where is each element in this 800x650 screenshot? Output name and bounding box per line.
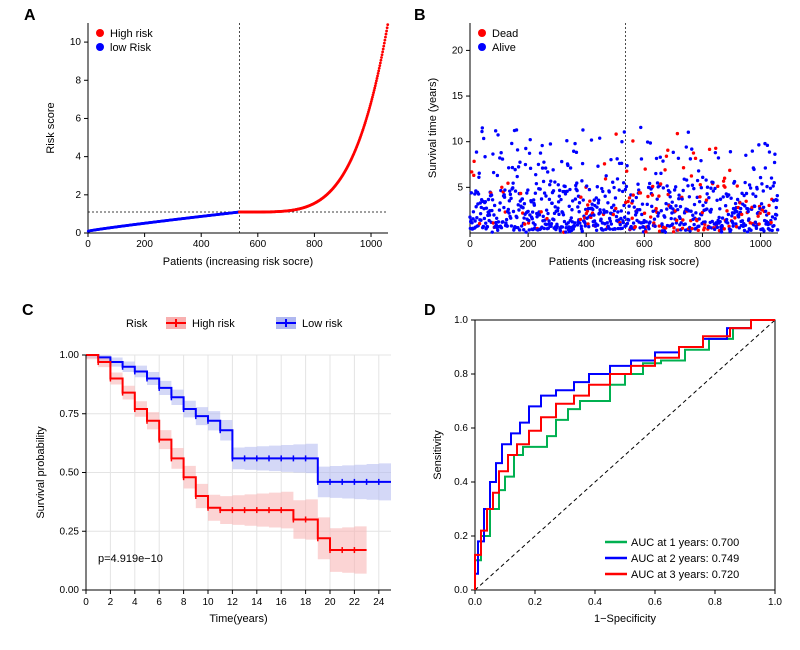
- svg-text:Alive: Alive: [492, 42, 516, 54]
- svg-text:0.2: 0.2: [528, 597, 542, 608]
- panel-label: C: [22, 302, 34, 320]
- svg-text:800: 800: [306, 239, 323, 250]
- risk-score-plot: 0 200 400 600 800 1000 0 2 4 6 8 10 Patients (increa…: [20, 5, 400, 275]
- svg-text:AUC at 3 years: 0.720: AUC at 3 years: 0.720: [631, 569, 739, 581]
- svg-text:0.4: 0.4: [454, 477, 468, 488]
- svg-text:1.00: 1.00: [60, 350, 80, 361]
- svg-text:20: 20: [452, 45, 464, 56]
- svg-text:Survival probability: Survival probability: [35, 426, 47, 519]
- svg-text:2: 2: [75, 190, 81, 201]
- roc-plot: 0.0 0.2 0.4 0.6 0.8 1.0 0.0 0.2 0.4 0.6 0.8 1.0 1−Sp…: [420, 300, 790, 630]
- svg-text:0.8: 0.8: [708, 597, 722, 608]
- svg-text:8: 8: [181, 597, 187, 608]
- svg-text:15: 15: [452, 91, 464, 102]
- svg-text:0.6: 0.6: [454, 423, 468, 434]
- svg-text:Patients (increasing risk socr: Patients (increasing risk socre): [549, 256, 699, 268]
- svg-text:0.6: 0.6: [648, 597, 662, 608]
- svg-text:10: 10: [452, 137, 464, 148]
- svg-text:10: 10: [202, 597, 214, 608]
- svg-text:low Risk: low Risk: [110, 42, 151, 54]
- svg-text:0: 0: [85, 239, 91, 250]
- svg-text:Patients (increasing risk socr: Patients (increasing risk socre): [163, 256, 313, 268]
- svg-text:400: 400: [193, 239, 210, 250]
- svg-text:0.0: 0.0: [468, 597, 482, 608]
- svg-text:Dead: Dead: [492, 28, 518, 40]
- svg-text:High risk: High risk: [192, 318, 235, 330]
- svg-text:600: 600: [249, 239, 266, 250]
- svg-text:0.00: 0.00: [60, 585, 80, 596]
- svg-text:24: 24: [373, 597, 385, 608]
- svg-text:200: 200: [520, 239, 537, 250]
- svg-text:0.25: 0.25: [60, 526, 80, 537]
- survival-time-scatter: 0 200 400 600 800 1000 5 10 15 20 Patients (increa…: [410, 5, 790, 275]
- svg-text:0.8: 0.8: [454, 369, 468, 380]
- svg-text:Risk: Risk: [126, 318, 148, 330]
- svg-text:0.50: 0.50: [60, 468, 80, 479]
- svg-text:200: 200: [136, 239, 153, 250]
- svg-text:0.75: 0.75: [60, 409, 80, 420]
- svg-text:14: 14: [251, 597, 263, 608]
- svg-text:4: 4: [132, 597, 138, 608]
- svg-text:1000: 1000: [360, 239, 383, 250]
- svg-text:0: 0: [83, 597, 89, 608]
- svg-text:18: 18: [300, 597, 312, 608]
- svg-text:Risk score: Risk score: [45, 102, 57, 153]
- svg-text:0.0: 0.0: [454, 585, 468, 596]
- panel-label: D: [424, 302, 436, 320]
- svg-text:1.0: 1.0: [768, 597, 782, 608]
- svg-text:AUC at 2 years: 0.749: AUC at 2 years: 0.749: [631, 553, 739, 565]
- kaplan-meier-plot: 0246810121416182022240.000.250.500.751.0…: [18, 300, 408, 630]
- svg-text:1−Specificity: 1−Specificity: [594, 613, 657, 625]
- svg-text:400: 400: [578, 239, 595, 250]
- svg-text:1000: 1000: [749, 239, 772, 250]
- svg-text:5: 5: [457, 182, 463, 193]
- svg-text:Low risk: Low risk: [302, 318, 343, 330]
- svg-text:2: 2: [108, 597, 114, 608]
- svg-text:8: 8: [75, 75, 81, 86]
- svg-text:6: 6: [75, 113, 81, 124]
- svg-text:p=4.919e−10: p=4.919e−10: [98, 553, 163, 565]
- svg-text:600: 600: [636, 239, 653, 250]
- svg-text:20: 20: [324, 597, 336, 608]
- svg-text:0: 0: [467, 239, 473, 250]
- panel-label: A: [24, 7, 36, 25]
- svg-text:16: 16: [276, 597, 288, 608]
- svg-text:Sensitivity: Sensitivity: [432, 430, 444, 480]
- svg-text:Survival time (years): Survival time (years): [427, 78, 439, 178]
- svg-text:0.4: 0.4: [588, 597, 602, 608]
- svg-text:4: 4: [75, 152, 81, 163]
- svg-text:AUC at 1 years: 0.700: AUC at 1 years: 0.700: [631, 537, 739, 549]
- svg-text:800: 800: [694, 239, 711, 250]
- svg-text:0.2: 0.2: [454, 531, 468, 542]
- svg-text:12: 12: [227, 597, 239, 608]
- svg-text:1.0: 1.0: [454, 315, 468, 326]
- svg-text:10: 10: [70, 37, 82, 48]
- panel-label: B: [414, 7, 426, 25]
- svg-text:0: 0: [75, 228, 81, 239]
- svg-text:22: 22: [349, 597, 361, 608]
- svg-text:Time(years): Time(years): [209, 613, 267, 625]
- svg-text:High risk: High risk: [110, 28, 153, 40]
- svg-text:6: 6: [156, 597, 162, 608]
